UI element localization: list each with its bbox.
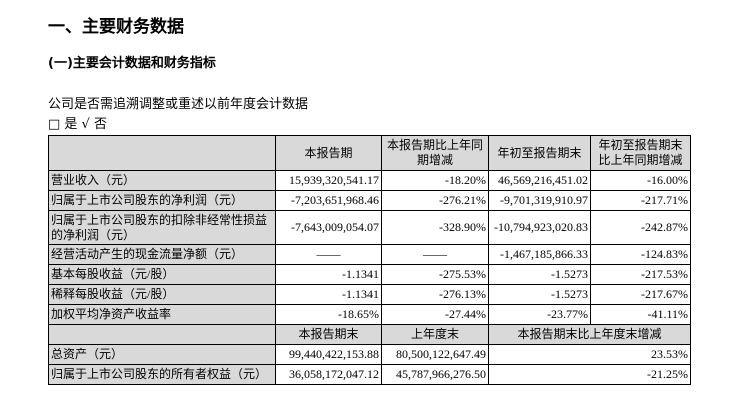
- table-cell: 46,569,216,451.02: [488, 170, 591, 191]
- row-label: 基本每股收益（元/股）: [48, 264, 276, 285]
- table-cell: 80,500,122,647.49: [381, 344, 489, 365]
- column-header: 年初至报告期末比上年同期增减: [590, 135, 691, 171]
- table-cell: -16.00%: [590, 170, 691, 191]
- column-header: 本报告期: [275, 135, 382, 171]
- table-cell: -1,467,185,866.33: [488, 244, 591, 265]
- row-label: 归属于上市公司股东的净利润（元）: [48, 190, 276, 211]
- table-cell: -9,701,319,910.97: [488, 190, 591, 211]
- table-cell: -217.71%: [590, 190, 691, 211]
- table-cell: -1.1341: [275, 284, 382, 305]
- restatement-question: 公司是否需追溯调整或重述以前年度会计数据: [48, 97, 309, 112]
- table-row: 归属于上市公司股东的扣除非经常性损益的净利润（元） -7,643,009,054.…: [48, 210, 691, 245]
- table-cell: -1.5273: [488, 264, 591, 285]
- table-cell: -7,203,651,968.46: [275, 190, 382, 211]
- column-header: [48, 324, 276, 345]
- table-cell: -7,643,009,054.07: [275, 210, 382, 245]
- table-row: 总资产（元） 99,440,422,153.88 80,500,122,647.49…: [48, 344, 691, 365]
- table-row: 稀释每股收益（元/股） -1.1341 -276.13% -1.5273 -217.67…: [48, 284, 691, 305]
- table-cell: -217.53%: [590, 264, 691, 285]
- table-header-row: 本报告期 本报告期比上年同期增减 年初至报告期末 年初至报告期末比上年同期增减: [48, 135, 691, 171]
- section-heading: 一、主要财务数据: [48, 17, 184, 37]
- row-label: 加权平均净资产收益率: [48, 304, 276, 325]
- table-cell: -124.83%: [590, 244, 691, 265]
- financial-data-table: 本报告期 本报告期比上年同期增减 年初至报告期末 年初至报告期末比上年同期增减 营业收入…: [48, 135, 691, 385]
- table-row: 经营活动产生的现金流量净额（元） —— —— -1,467,185,866.33 -12…: [48, 244, 691, 265]
- table-row: 加权平均净资产收益率 -18.65% -27.44% -23.77% -41.11%: [48, 304, 691, 325]
- column-header: 上年度末: [381, 324, 489, 345]
- table-cell: -276.13%: [381, 284, 489, 305]
- table-cell: -23.77%: [488, 304, 591, 325]
- column-header: 本报告期末比上年度末增减: [488, 324, 691, 345]
- row-label: 总资产（元）: [48, 344, 276, 365]
- table-cell: -276.21%: [381, 190, 489, 211]
- table-cell: -1.1341: [275, 264, 382, 285]
- table-cell: -217.67%: [590, 284, 691, 305]
- table-cell: 15,939,320,541.17: [275, 170, 382, 191]
- table-cell: -328.90%: [381, 210, 489, 245]
- row-label: 营业收入（元）: [48, 170, 276, 191]
- table-subheader-row: 本报告期末 上年度末 本报告期末比上年度末增减: [48, 324, 691, 345]
- table-cell: ——: [275, 244, 382, 265]
- table-cell: -275.53%: [381, 264, 489, 285]
- subsection-heading: (一)主要会计数据和财务指标: [48, 56, 216, 71]
- row-label: 归属于上市公司股东的所有者权益（元）: [48, 364, 276, 385]
- table-cell: 36,058,172,047.12: [275, 364, 382, 385]
- table-cell: -18.65%: [275, 304, 382, 325]
- row-label: 稀释每股收益（元/股）: [48, 284, 276, 305]
- table-cell: 23.53%: [488, 344, 691, 365]
- table-cell: 45,787,966,276.50: [381, 364, 489, 385]
- column-header: [48, 135, 276, 171]
- table-cell: -27.44%: [381, 304, 489, 325]
- column-header: 本报告期比上年同期增减: [381, 135, 489, 171]
- table-cell: -242.87%: [590, 210, 691, 245]
- row-label: 经营活动产生的现金流量净额（元）: [48, 244, 276, 265]
- table-cell: -1.5273: [488, 284, 591, 305]
- table-cell: -10,794,923,020.83: [488, 210, 591, 245]
- table-cell: -18.20%: [381, 170, 489, 191]
- table-row: 基本每股收益（元/股） -1.1341 -275.53% -1.5273 -217.53…: [48, 264, 691, 285]
- table-cell: 99,440,422,153.88: [275, 344, 382, 365]
- column-header: 本报告期末: [275, 324, 382, 345]
- table-row: 归属于上市公司股东的所有者权益（元） 36,058,172,047.12 45,78…: [48, 364, 691, 385]
- table-row: 归属于上市公司股东的净利润（元） -7,203,651,968.46 -276.21…: [48, 190, 691, 211]
- restatement-options: □ 是 √ 否: [48, 117, 107, 132]
- table-cell: -21.25%: [488, 364, 691, 385]
- table-row: 营业收入（元） 15,939,320,541.17 -18.20% 46,569,21…: [48, 170, 691, 191]
- column-header: 年初至报告期末: [488, 135, 591, 171]
- table-cell: -41.11%: [590, 304, 691, 325]
- table-cell: ——: [381, 244, 489, 265]
- row-label: 归属于上市公司股东的扣除非经常性损益的净利润（元）: [48, 210, 276, 245]
